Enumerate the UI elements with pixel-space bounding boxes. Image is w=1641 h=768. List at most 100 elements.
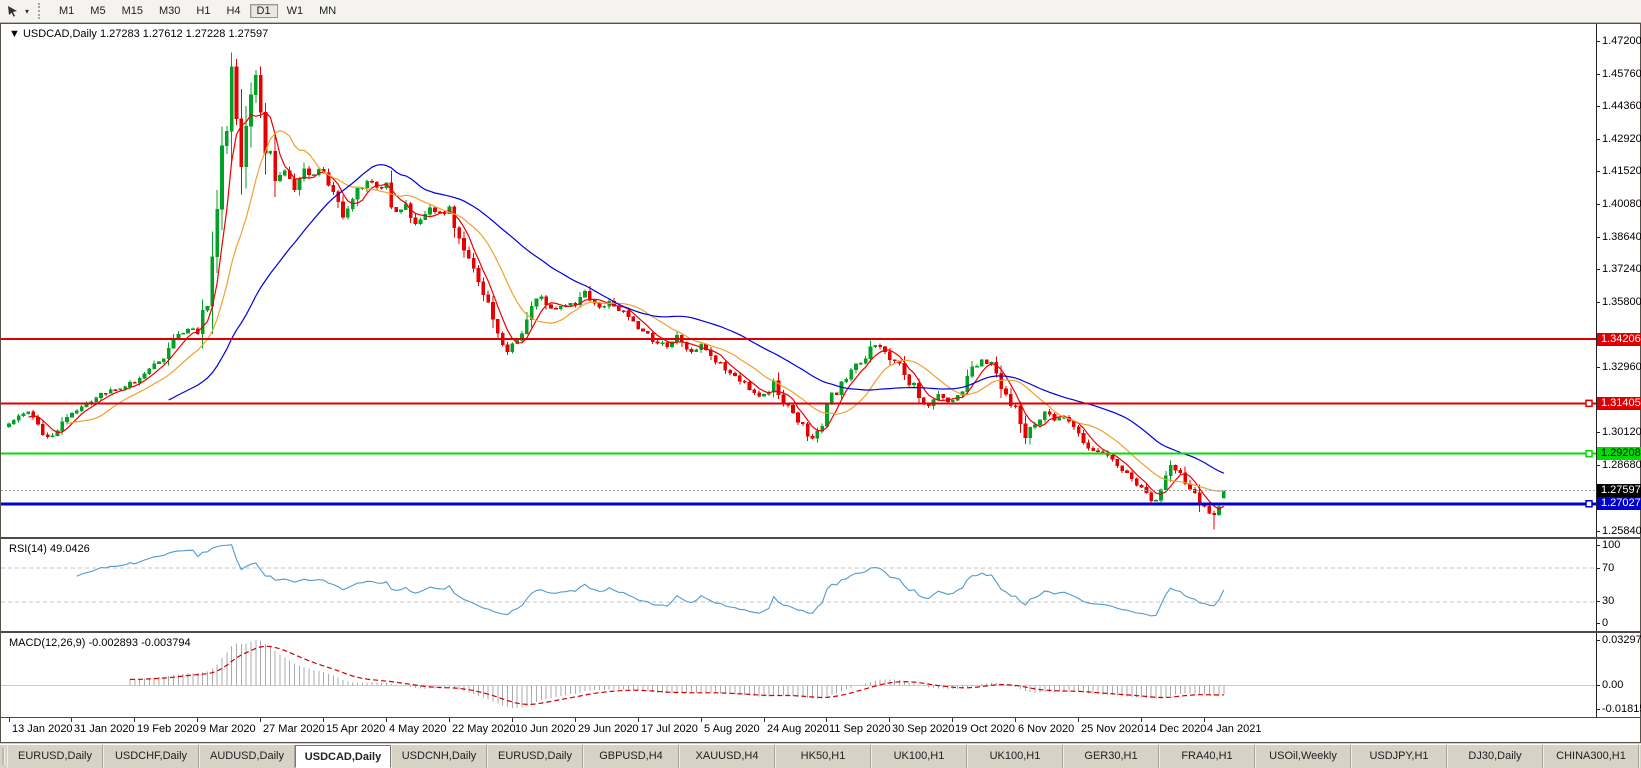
axis-tick [1597,685,1600,686]
macd-plot[interactable] [1,633,1598,717]
symbol-tab-usdcad-daily[interactable]: USDCAD,Daily [295,745,391,768]
symbol-tab-eurusd-daily[interactable]: EURUSD,Daily [487,745,583,768]
time-axis-label: 14 Dec 2020 [1144,723,1207,735]
rsi-axis: 100 70 30 0 [1596,539,1640,631]
timeframe-buttons: M1 M5 M15 M30 H1 H4 D1 W1 MN [51,1,344,21]
rsi-label: RSI(14) 49.0426 [9,543,90,555]
time-axis-label: 15 Apr 2020 [326,723,386,735]
symbol-tab-uk100-h1[interactable]: UK100,H1 [871,745,967,768]
chart-window: ▼ USDCAD,Daily 1.27283 1.27612 1.27228 1… [0,23,1641,743]
time-axis-tick [449,718,450,722]
symbol-tab-xauusd-h4[interactable]: XAUUSD,H4 [679,745,775,768]
time-axis-label: 6 Nov 2020 [1018,723,1075,735]
timeframe-button-w1[interactable]: W1 [286,5,304,17]
timeframe-button-m15[interactable]: M15 [121,5,143,17]
symbol-tab-usoil-weekly[interactable]: USOil,Weekly [1255,745,1351,768]
axis-tick [1597,269,1600,270]
axis-tick-label: 1.38640 [1602,231,1641,243]
time-axis-label: 19 Oct 2020 [955,723,1015,735]
time-axis-label: 11 Sep 2020 [829,723,891,735]
time-axis-label: 9 Mar 2020 [200,723,256,735]
price-line-badge: 1.31405 [1597,397,1641,410]
axis-tick-label: 1.40080 [1602,198,1641,210]
axis-tick-label: 1.30120 [1602,426,1641,438]
timeframe-button-h4[interactable]: H4 [226,5,241,17]
axis-tick [1597,74,1600,75]
axis-tick [1597,709,1600,710]
axis-tick-label: 1.47200 [1602,35,1641,47]
axis-tick-label: 1.41520 [1602,165,1641,177]
symbol-tab-dj30-daily[interactable]: DJ30,Daily [1447,745,1543,768]
price-line-badge: 1.27027 [1597,497,1641,510]
time-axis-tick [197,718,198,722]
time-axis-label: 31 Jan 2020 [74,723,135,735]
axis-tick-label: 1.45760 [1602,68,1641,80]
time-axis-label: 5 Aug 2020 [704,723,760,735]
time-axis-tick [71,718,72,722]
cursor-tool-icon[interactable] [4,3,22,20]
timeframe-button-m30[interactable]: M30 [158,5,181,17]
timeframe-button-m1[interactable]: M1 [59,5,75,17]
axis-tick [1597,531,1600,532]
axis-tick [1597,568,1600,569]
chart-title: ▼ USDCAD,Daily 1.27283 1.27612 1.27228 1… [9,28,268,40]
axis-tick [1597,302,1600,303]
axis-tick-label: -0.018154 [1602,703,1641,715]
rsi-panel: RSI(14) 49.0426 100 70 30 0 [1,537,1640,631]
symbol-tab-usdchf-daily[interactable]: USDCHF,Daily [103,745,199,768]
time-axis-tick [889,718,890,722]
symbol-tab-fra40-h1[interactable]: FRA40,H1 [1159,745,1255,768]
price-line-badge: 1.27597 [1597,484,1641,497]
axis-tick-label: 0.00 [1602,679,1624,691]
candlestick-plot[interactable] [1,24,1598,537]
time-axis-tick [512,718,513,722]
collapse-arrow-icon[interactable]: ▼ [9,28,20,40]
symbol-tab-uk100-h1[interactable]: UK100,H1 [967,745,1063,768]
price-line-badge: 1.29208 [1597,447,1641,460]
time-axis-tick [260,718,261,722]
symbol-tab-china300-h1[interactable]: CHINA300,H1 [1543,745,1639,768]
time-axis-label: 25 Nov 2020 [1081,723,1144,735]
time-axis-tick [323,718,324,722]
symbol-tab-audusd-daily[interactable]: AUDUSD,Daily [199,745,295,768]
axis-tick-label: 30 [1602,595,1615,607]
axis-tick [1597,623,1600,624]
period-toolbar: ▾ M1 M5 M15 M30 H1 H4 D1 W1 MN [0,0,1641,23]
axis-tick [1597,139,1600,140]
axis-tick-label: 1.37240 [1602,263,1641,275]
time-axis-label: 10 Jun 2020 [515,723,576,735]
time-axis-tick [764,718,765,722]
symbol-tab-hk50-h1[interactable]: HK50,H1 [775,745,871,768]
toolbar-grip[interactable] [38,3,43,19]
axis-tick [1597,204,1600,205]
axis-tick-label: 1.42920 [1602,133,1641,145]
axis-tick [1597,106,1600,107]
cursor-tool-dropdown-icon[interactable]: ▾ [25,6,30,16]
time-axis-label: 27 Mar 2020 [263,723,325,735]
timeframe-button-d1[interactable]: D1 [249,4,278,18]
timeframe-button-h1[interactable]: H1 [196,5,211,17]
axis-tick-label: 1.32960 [1602,361,1641,373]
time-axis-tick [826,718,827,722]
timeframe-button-m5[interactable]: M5 [90,5,106,17]
chart-ohlc-values: 1.27283 1.27612 1.27228 1.27597 [99,28,269,40]
symbol-tab-eurusd-daily[interactable]: EURUSD,Daily [7,745,103,768]
symbol-tab-ger30-h1[interactable]: GER30,H1 [1063,745,1159,768]
symbol-tab-gbpusd-h4[interactable]: GBPUSD,H4 [583,745,679,768]
axis-tick [1597,640,1600,641]
time-axis-tick [638,718,639,722]
timeframe-button-mn[interactable]: MN [319,5,337,17]
macd-label: MACD(12,26,9) -0.002893 -0.003794 [9,637,191,649]
price-axis: 1.47200 1.45760 1.44360 1.42920 1.41520 1.400… [1596,24,1641,537]
symbol-tab-usdcnh-daily[interactable]: USDCNH,Daily [391,745,487,768]
axis-tick [1597,171,1600,172]
time-axis-label: 19 Feb 2020 [137,723,199,735]
chart-symbol-period: USDCAD,Daily [22,28,97,40]
tabbar-grip[interactable] [2,748,5,765]
symbol-tab-usoil-[interactable]: USOil, [1639,745,1641,768]
rsi-plot[interactable] [1,539,1598,631]
time-axis-tick [1204,718,1205,722]
symbol-tab-usdjpy-h1[interactable]: USDJPY,H1 [1351,745,1447,768]
axis-tick-label: 1.44360 [1602,100,1641,112]
